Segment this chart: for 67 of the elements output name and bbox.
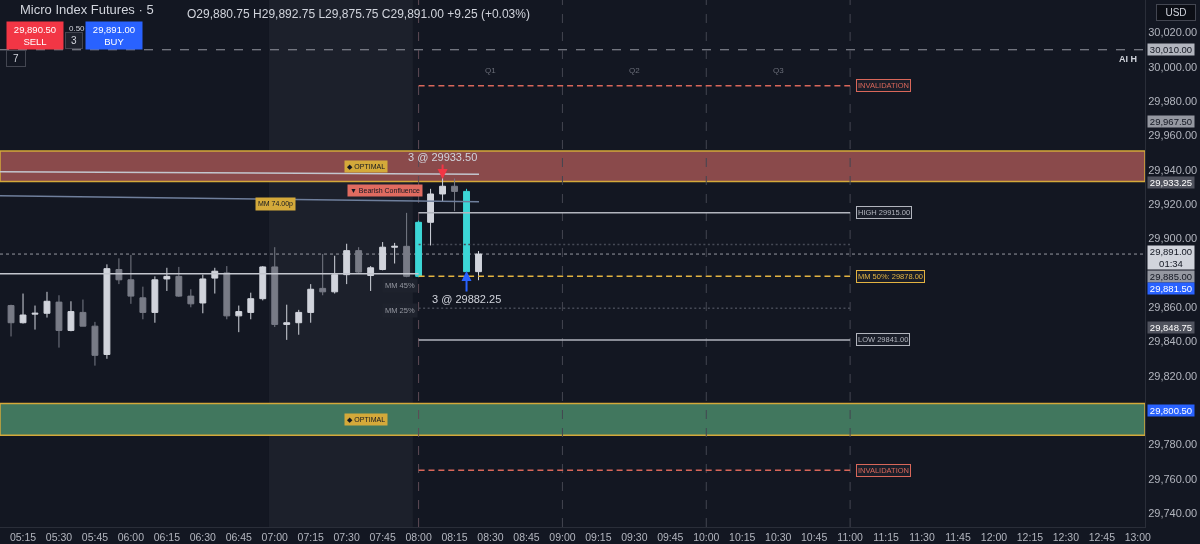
annotation: 3 @ 29933.50	[408, 151, 478, 163]
x-tick-label: 09:15	[585, 530, 612, 543]
x-tick-label: 10:00	[693, 530, 720, 543]
x-tick-label: 10:30	[765, 530, 792, 543]
y-tick-label: 29,900.00	[1148, 232, 1198, 245]
x-tick-label: 10:15	[729, 530, 756, 543]
y-tick-label: 29,960.00	[1148, 129, 1198, 142]
x-tick-label: 12:45	[1088, 530, 1116, 543]
x-tick-label: 06:30	[189, 530, 217, 543]
x-tick-label: 05:45	[81, 530, 109, 543]
text: USD	[1165, 7, 1187, 18]
annotation: Q2	[629, 66, 641, 75]
x-tick-label: 09:45	[657, 530, 684, 543]
annotation: 3 @ 29882.25	[432, 293, 502, 305]
y-tick-label: 29,940.00	[1148, 163, 1198, 176]
y-tick-label: 30,000.00	[1148, 60, 1198, 73]
text: 29,885.00	[1149, 271, 1193, 282]
x-tick-label: 08:30	[477, 530, 504, 543]
text: 29,881.50	[1149, 283, 1193, 294]
annotation: 0.50	[69, 24, 86, 33]
y-tick-label: 29,740.00	[1148, 507, 1198, 520]
x-tick-label: 09:00	[549, 530, 576, 543]
x-tick-label: 11:45	[945, 530, 971, 543]
text: 29,848.75	[1149, 322, 1193, 333]
text: 29,967.50	[1149, 116, 1193, 127]
x-tick-label: 06:45	[225, 530, 253, 543]
x-tick-label: 12:30	[1052, 530, 1080, 543]
x-tick-label: 13:00	[1124, 530, 1152, 543]
x-tick-label: 07:30	[333, 530, 360, 543]
text: 30,010.00	[1149, 44, 1193, 55]
x-tick-label: 07:45	[369, 530, 396, 543]
x-tick-label: 07:00	[261, 530, 289, 543]
text: 29,800.50	[1149, 405, 1193, 416]
text: 29,891.00 01:34	[1149, 246, 1193, 270]
chart-title: Micro Index Futures · 5	[20, 2, 154, 18]
x-tick-label: 08:15	[441, 530, 468, 543]
y-tick-label: 30,020.00	[1148, 26, 1198, 39]
text: 29,933.25	[1149, 177, 1193, 188]
x-tick-label: 09:30	[621, 530, 648, 543]
x-tick-label: 05:15	[9, 530, 37, 543]
x-tick-label: 07:15	[297, 530, 324, 543]
x-tick-label: 05:30	[45, 530, 73, 543]
x-tick-label: 08:45	[513, 530, 540, 543]
y-tick-label: 29,820.00	[1148, 369, 1198, 382]
annotation: 3	[71, 35, 77, 46]
y-tick-label: 29,780.00	[1148, 438, 1198, 451]
annotation: Q3	[773, 66, 785, 75]
x-tick-label: 11:15	[873, 530, 899, 543]
annotation: 7	[13, 53, 19, 64]
y-tick-label: 29,920.00	[1148, 198, 1198, 211]
x-tick-label: 06:15	[153, 530, 181, 543]
ref-line-label: AI H	[1119, 54, 1137, 64]
x-tick-label: 10:45	[801, 530, 828, 543]
text: O29,880.75 H29,892.75 L29,875.75 C29,891.00 +9.25 (+0.03%)	[187, 7, 530, 21]
y-tick-label: 29,980.00	[1148, 95, 1198, 108]
x-tick-label: 06:00	[117, 530, 145, 543]
x-tick-label: 08:00	[405, 530, 432, 543]
x-tick-label: 11:30	[909, 530, 935, 543]
y-tick-label: 29,840.00	[1148, 335, 1198, 348]
y-tick-label: 29,860.00	[1148, 301, 1198, 314]
annotation: 29,891.00 BUY	[92, 24, 136, 48]
annotation: Q1	[485, 66, 497, 75]
y-tick-label: 29,760.00	[1148, 472, 1198, 485]
x-tick-label: 11:00	[837, 530, 864, 543]
x-tick-label: 12:00	[980, 530, 1008, 543]
annotation: 29,890.50 SELL	[13, 24, 57, 48]
x-tick-label: 12:15	[1016, 530, 1044, 543]
